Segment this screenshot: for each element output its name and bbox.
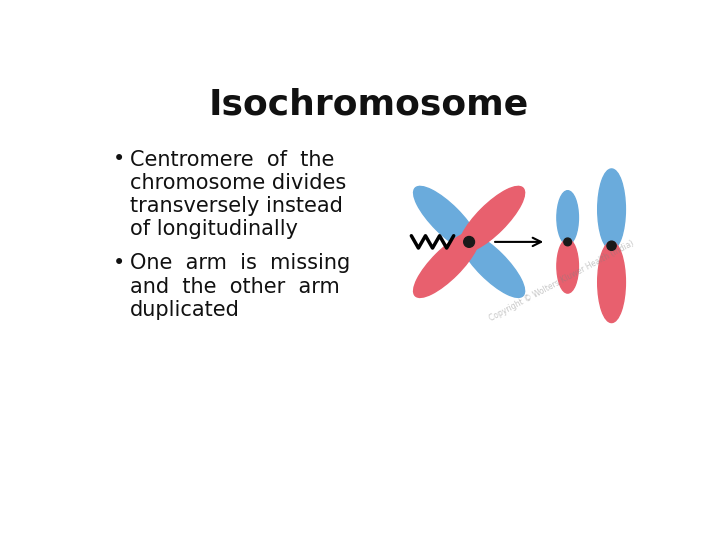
Text: chromosome divides: chromosome divides — [130, 173, 346, 193]
Ellipse shape — [413, 232, 480, 298]
Text: •: • — [113, 253, 125, 273]
Text: duplicated: duplicated — [130, 300, 240, 320]
Text: and  the  other  arm: and the other arm — [130, 276, 340, 296]
Ellipse shape — [459, 186, 525, 252]
Ellipse shape — [557, 191, 578, 245]
Text: Isochromosome: Isochromosome — [209, 88, 529, 122]
Text: •: • — [113, 150, 125, 170]
Circle shape — [464, 237, 474, 247]
Ellipse shape — [557, 239, 578, 293]
Text: transversely instead: transversely instead — [130, 195, 343, 215]
Circle shape — [564, 238, 572, 246]
Text: One  arm  is  missing: One arm is missing — [130, 253, 351, 273]
Ellipse shape — [598, 242, 626, 322]
Circle shape — [607, 241, 616, 251]
Text: Copyright © Wolters Kluwer Health (India): Copyright © Wolters Kluwer Health (India… — [487, 238, 635, 322]
Text: Centromere  of  the: Centromere of the — [130, 150, 335, 170]
Text: of longitudinally: of longitudinally — [130, 219, 298, 239]
Ellipse shape — [598, 169, 626, 250]
Ellipse shape — [459, 232, 525, 298]
Ellipse shape — [413, 186, 480, 252]
